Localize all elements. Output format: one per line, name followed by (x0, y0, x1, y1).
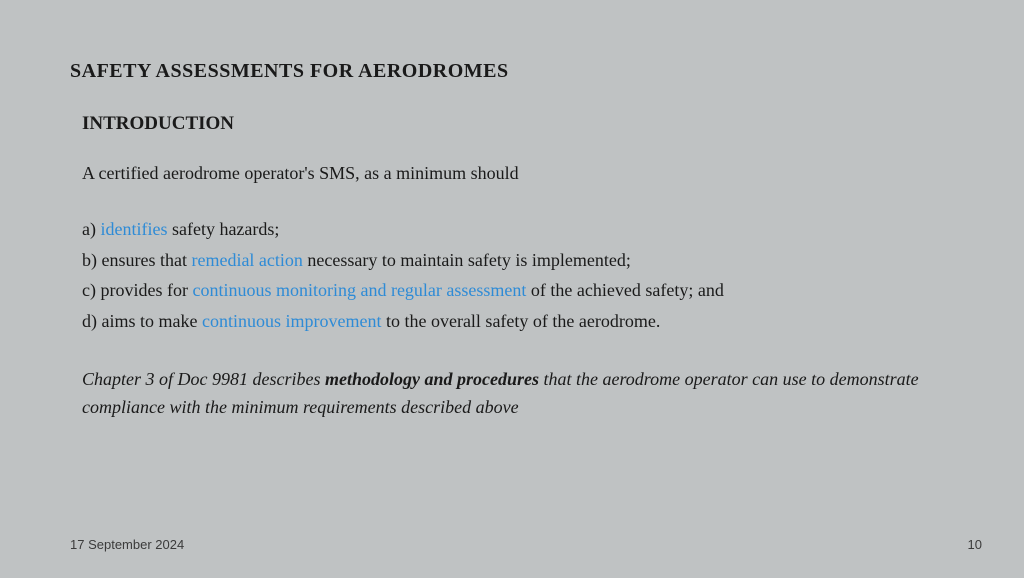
slide: SAFETY ASSESSMENTS FOR AERODROMES INTROD… (0, 0, 1024, 578)
point-a-pre: a) (82, 219, 100, 239)
note-paragraph: Chapter 3 of Doc 9981 describes methodol… (82, 366, 954, 422)
point-c-pre: c) provides for (82, 280, 192, 300)
point-d: d) aims to make continuous improvement t… (82, 306, 954, 337)
slide-subtitle: INTRODUCTION (82, 113, 954, 135)
point-d-pre: d) aims to make (82, 311, 202, 331)
point-b-highlight: remedial action (191, 250, 302, 270)
footer-page-number: 10 (968, 537, 982, 552)
point-b: b) ensures that remedial action necessar… (82, 245, 954, 276)
points-list: a) identifies safety hazards; b) ensures… (82, 214, 954, 336)
point-d-highlight: continuous improvement (202, 311, 381, 331)
note-pre: Chapter 3 of Doc 9981 describes (82, 369, 325, 389)
point-a-highlight: identifies (100, 219, 167, 239)
point-a: a) identifies safety hazards; (82, 214, 954, 245)
footer-date: 17 September 2024 (70, 537, 184, 552)
point-c: c) provides for continuous monitoring an… (82, 275, 954, 306)
point-d-post: to the overall safety of the aerodrome. (381, 311, 660, 331)
point-b-post: necessary to maintain safety is implemen… (303, 250, 631, 270)
point-a-post: safety hazards; (167, 219, 279, 239)
slide-title: SAFETY ASSESSMENTS FOR AERODROMES (70, 60, 954, 83)
point-c-post: of the achieved safety; and (526, 280, 723, 300)
note-bold: methodology and procedures (325, 369, 539, 389)
intro-text: A certified aerodrome operator's SMS, as… (82, 163, 954, 184)
point-c-highlight: continuous monitoring and regular assess… (192, 280, 526, 300)
point-b-pre: b) ensures that (82, 250, 191, 270)
